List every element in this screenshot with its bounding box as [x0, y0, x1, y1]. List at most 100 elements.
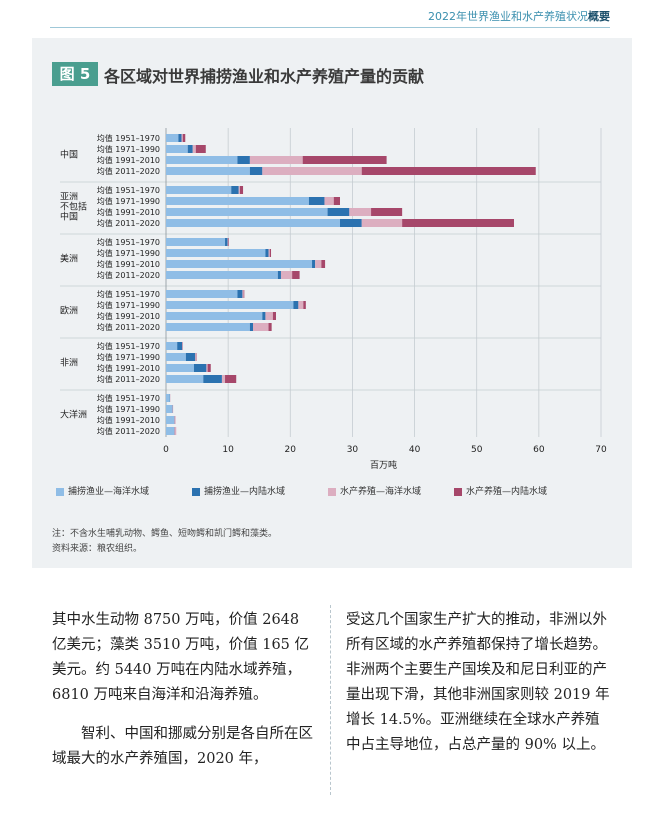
bar-segment [280, 271, 293, 279]
bar-segment [253, 323, 269, 331]
body-paragraph: 其中水生动物 8750 万吨，价值 2648 亿美元；藻类 3510 万吨，价值… [52, 612, 310, 703]
period-label: 均值 1951–1970 [97, 341, 160, 351]
x-tick-label: 70 [595, 445, 607, 455]
legend-label: 水产养殖—内陆水域 [466, 487, 548, 497]
bar-segment [182, 134, 186, 142]
legend-swatch [328, 487, 336, 496]
bar-segment [238, 186, 240, 194]
period-label: 均值 1991–2010 [97, 207, 160, 217]
period-label: 均值 1971–1990 [97, 144, 160, 154]
bar-segment [249, 323, 253, 331]
x-tick-label: 50 [471, 445, 483, 455]
bar-segment [265, 312, 273, 320]
bar-segment [174, 427, 177, 435]
bar-segment [166, 260, 313, 268]
x-tick-label: 60 [533, 445, 545, 455]
bar-segment [206, 364, 208, 372]
figure-label: 图 5 [52, 62, 98, 86]
x-tick-label: 30 [347, 445, 359, 455]
period-label: 均值 1971–1990 [97, 300, 160, 310]
running-header: 2022年世界渔业和水产养殖状况概要 [428, 8, 610, 24]
bar-segment [340, 219, 362, 227]
period-label: 均值 1991–2010 [97, 415, 160, 425]
x-tick-label: 10 [222, 445, 234, 455]
bar-segment [333, 197, 340, 205]
legend-label: 捕捞渔业—内陆水域 [204, 487, 286, 497]
bar-segment [242, 290, 244, 298]
body-column-right: 受这几个国家生产扩大的推动，非洲以外所有区域的水产养殖都保持了增长趋势。非洲两个… [346, 608, 611, 758]
bar-segment [225, 375, 237, 383]
period-label: 均值 2011–2020 [97, 374, 160, 384]
bar-segment [269, 249, 272, 257]
bar-segment [166, 167, 250, 175]
bar-segment [292, 271, 300, 279]
bar-segment [166, 186, 232, 194]
bar-segment [177, 342, 183, 350]
bar-segment [262, 167, 362, 175]
bar-segment [203, 375, 222, 383]
legend-swatch [192, 487, 200, 496]
period-label: 均值 2011–2020 [97, 166, 160, 176]
period-label: 均值 1991–2010 [97, 155, 160, 165]
period-label: 均值 1951–1970 [97, 393, 160, 403]
bar-segment [371, 208, 403, 216]
bar-segment [361, 167, 536, 175]
bar-segment [166, 394, 170, 402]
bar-segment [185, 353, 196, 361]
bar-segment [166, 145, 188, 153]
figure-note: 注：不含水生哺乳动物、鳄鱼、短吻鳄和凯门鳄和藻类。 [52, 529, 278, 539]
group-label: 中国 [60, 211, 78, 223]
period-label: 均值 2011–2020 [97, 218, 160, 228]
bar-segment [268, 323, 272, 331]
bar-segment [166, 301, 294, 309]
bar-segment [349, 208, 372, 216]
bar-segment [166, 249, 266, 257]
bar-segment [308, 197, 325, 205]
group-label: 非洲 [60, 357, 78, 369]
bar-segment [268, 249, 270, 257]
legend-item-marine-aquaculture: 水产养殖—海洋水域 [328, 484, 421, 497]
bar-segment [166, 427, 175, 435]
bar-segment [221, 375, 226, 383]
bar-segment [321, 260, 326, 268]
bar-segment [166, 156, 238, 164]
group-label: 美洲 [60, 253, 78, 265]
bar-segment [265, 249, 269, 257]
period-label: 均值 1991–2010 [97, 363, 160, 373]
period-label: 均值 1971–1990 [97, 196, 160, 206]
period-label: 均值 1971–1990 [97, 248, 160, 258]
body-paragraph: 受这几个国家生产扩大的推动，非洲以外所有区域的水产养殖都保持了增长趋势。非洲两个… [346, 612, 610, 753]
bar-segment [181, 134, 183, 142]
bar-segment [277, 271, 281, 279]
bar-segment [166, 323, 250, 331]
bar-segment [166, 219, 340, 227]
bar-segment [195, 353, 197, 361]
x-tick-label: 40 [409, 445, 421, 455]
bar-segment [243, 290, 245, 298]
period-label: 均值 1991–2010 [97, 259, 160, 269]
bar-segment [293, 301, 299, 309]
header-title-bold: 概要 [588, 10, 610, 23]
bar-segment [193, 364, 207, 372]
header-rule [50, 27, 610, 28]
bar-segment [166, 416, 175, 424]
bar-segment [178, 134, 182, 142]
bar-segment [303, 301, 306, 309]
bar-segment [207, 364, 211, 372]
bar-segment [262, 312, 266, 320]
legend-swatch [454, 487, 462, 496]
bar-segment [172, 405, 174, 413]
legend-label: 水产养殖—海洋水域 [340, 487, 422, 497]
bar-segment [195, 353, 196, 361]
bar-segment [187, 145, 193, 153]
period-label: 均值 1991–2010 [97, 311, 160, 321]
bar-segment [166, 271, 278, 279]
x-tick-label: 0 [163, 445, 169, 455]
header-title: 2022年世界渔业和水产养殖状况 [428, 10, 588, 23]
bar-segment [237, 156, 250, 164]
bar-segment [166, 405, 173, 413]
bar-segment [192, 145, 196, 153]
bar-segment [166, 208, 328, 216]
legend-swatch [56, 487, 64, 496]
